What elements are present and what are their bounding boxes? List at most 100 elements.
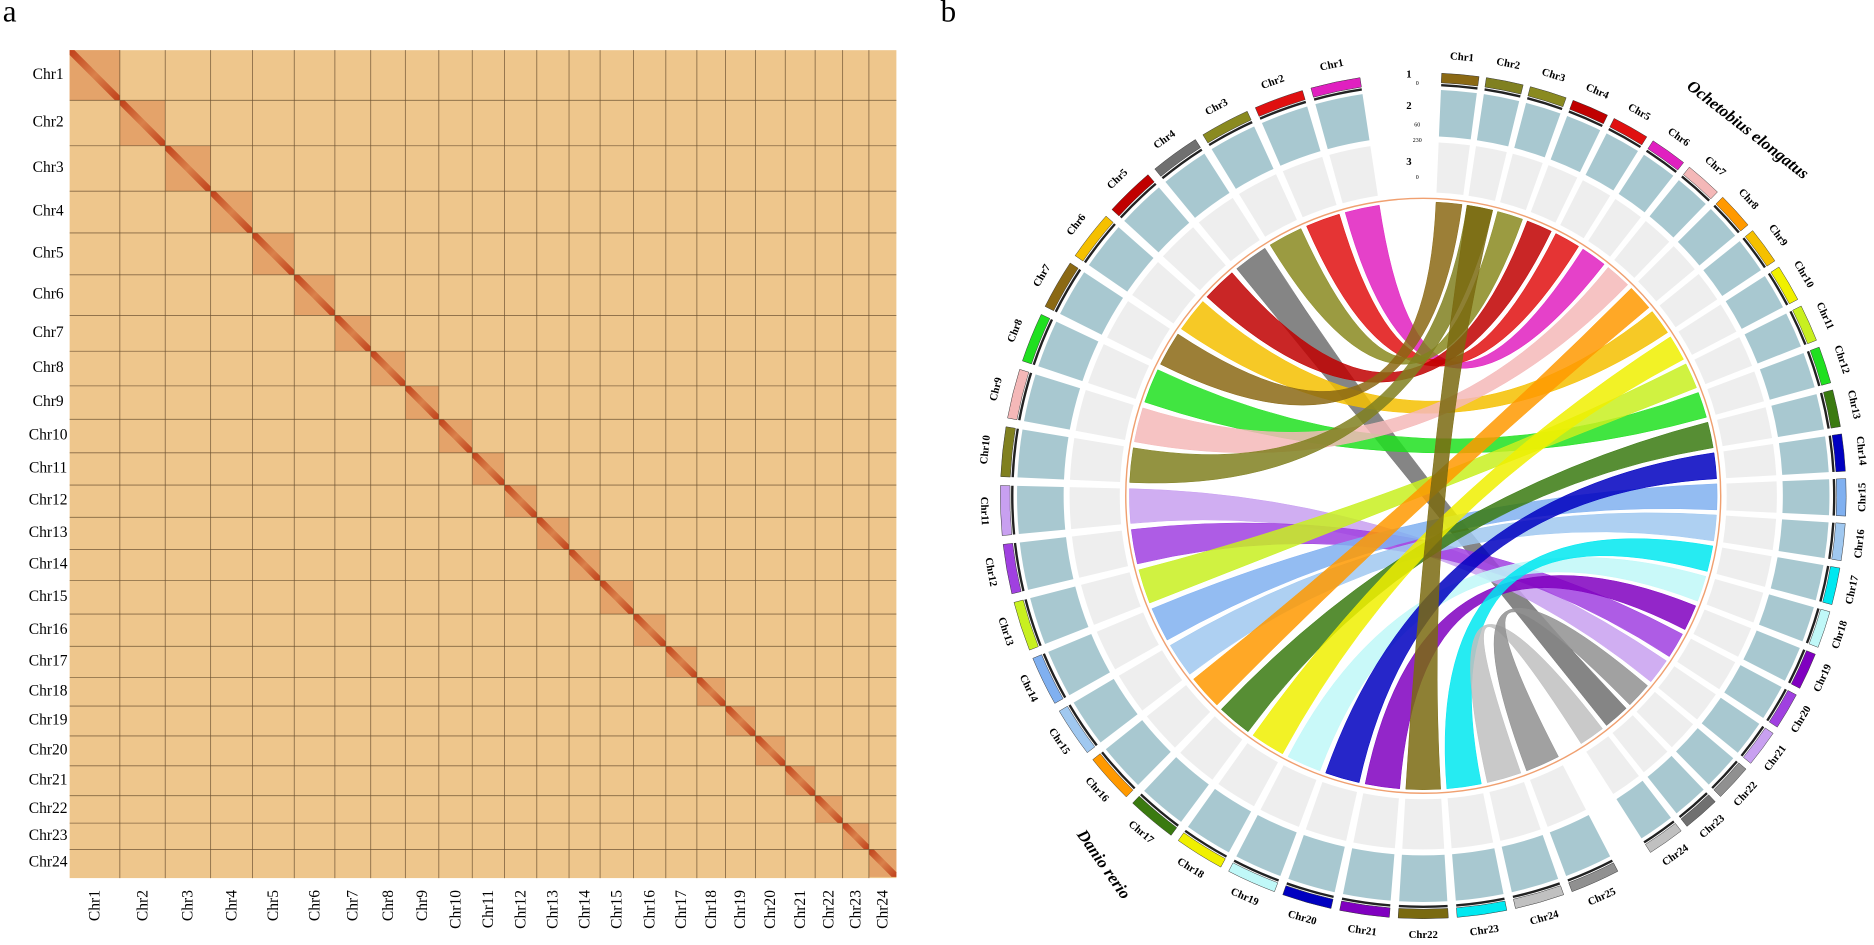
chromosome-label: Chr8 [1736,186,1761,212]
chromosome-label: Chr10 [978,435,993,465]
column-label: Chr8 [380,890,397,921]
chromosome-band [1513,885,1565,909]
chromosome-band [1397,908,1449,919]
track-3 [1726,481,1777,513]
chromosome-label: Chr5 [1626,101,1653,123]
track-2 [1778,436,1829,475]
diagonal [504,485,537,518]
chromosome-axis [1678,792,1708,818]
chromosome-band [1132,795,1178,836]
chromosome-label: Chr18 [1829,618,1850,650]
chromosome-band [1022,314,1051,365]
row-label: Chr14 [29,556,68,573]
row-label: Chr4 [33,203,64,220]
track-2 [1019,537,1074,590]
chromosome-band [1032,654,1064,704]
track-scale: 60 [1414,123,1420,129]
chromosome-band [1792,305,1817,345]
track-3 [1260,765,1317,827]
chromosome-axis [1740,725,1765,757]
row-label: Chr24 [29,854,68,871]
track-3 [1694,337,1753,385]
chromosome-axis [1161,148,1203,180]
column-label: Chr3 [180,890,197,921]
diagonal [696,677,726,707]
chromosome-label: Chr10 [1791,259,1816,290]
chromosome-band [1790,650,1816,689]
chromosome-band [1013,599,1039,651]
diagonal [438,419,473,453]
chromosome-label: Chr19 [1811,662,1834,694]
track-3 [1638,246,1695,302]
chromosome-band [1609,118,1648,146]
column-label: Chr16 [641,890,658,929]
track-2 [1088,227,1154,292]
track-2 [1770,557,1824,601]
chromosome-label: Chr17 [1126,818,1157,846]
synteny-ribbon [1134,267,1629,453]
chromosome-label: Chr9 [987,376,1004,402]
chromosome-band [1456,900,1508,918]
chromosome-axis [1819,392,1830,429]
track-label: 2 [1406,100,1411,112]
track-3 [1489,782,1541,841]
chromosome-axis [1512,882,1561,899]
chromosome-band [1310,77,1362,98]
chromosome-label: Chr16 [1852,528,1867,559]
track-3 [1305,782,1358,841]
row-label: Chr9 [33,393,64,410]
chromosome-band [1002,543,1022,595]
chromosome-label: Chr4 [1584,81,1611,102]
track-3 [1238,174,1297,237]
chromosome-band [1000,485,1012,536]
chromosome-axis [1608,128,1642,148]
column-label: Chr19 [732,890,749,929]
track-2 [1649,180,1706,238]
diagonal [165,145,211,192]
track-2 [1476,94,1520,147]
circos-plot: Chr1 Chr2Chr3Chr4Chr5Chr6Chr7Chr8Chr9Chr1… [978,50,1869,941]
track-3 [1530,765,1586,827]
chromosome-label: Chr14 [1854,436,1869,467]
diagonal [842,823,869,850]
row-label: Chr5 [33,244,64,261]
row-label: Chr19 [29,712,68,729]
synteny-ribbon [1493,607,1648,772]
chromosome-band [1715,196,1749,232]
track-3 [1071,530,1129,578]
chromosome-axis [1788,649,1806,684]
track-scale: 230 [1413,138,1422,144]
chromosome-axis [1233,859,1280,882]
chromosome-label: Chr16 [1083,775,1112,805]
diagonal [755,735,786,766]
column-label: Chr1 [87,890,104,921]
chromosome-label: Chr3 [1203,96,1230,118]
track-2 [1585,133,1638,191]
column-label: Chr13 [545,890,562,929]
row-label: Chr1 [33,66,64,83]
chromosome-band [1228,862,1279,892]
column-label: Chr11 [480,890,497,928]
chromosome-label: Chr4 [1151,127,1178,151]
diagonal [536,517,570,550]
chromosome-band [1254,90,1306,117]
chromosome-band [1007,369,1030,421]
track-2 [1550,115,1601,173]
chromosome-axis [1042,653,1067,699]
chromosome-label: Chr11 [978,497,991,526]
chromosome-axis [1011,428,1019,478]
diagonal [472,452,505,486]
synteny-ribbon [1160,201,1463,406]
chromosome-band [1092,753,1134,798]
track-3 [1329,146,1378,204]
track-scale: 0 [1416,175,1419,181]
column-label: Chr10 [447,890,464,929]
diagonal [815,795,843,824]
track-2 [1514,102,1561,158]
chromosome-band [1831,433,1846,473]
species-label: Danio rerio [1073,825,1135,903]
track-3 [1198,197,1260,262]
track-2 [1618,154,1674,213]
row-label: Chr15 [29,588,68,605]
diagonal [69,50,120,101]
